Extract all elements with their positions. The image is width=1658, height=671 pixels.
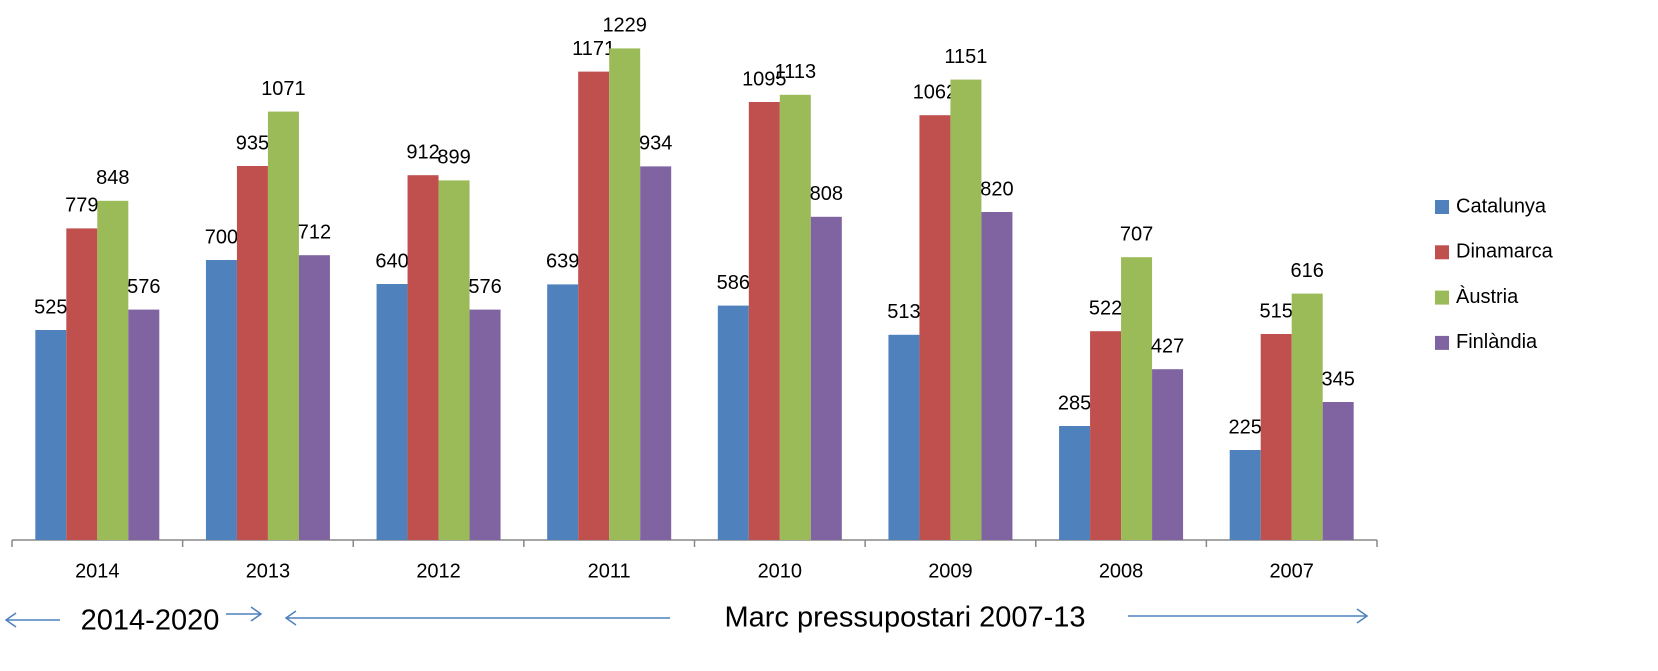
bar [578,71,610,540]
bar [1152,369,1184,540]
data-label: 779 [65,195,98,217]
bar [981,212,1013,540]
bar [298,255,330,540]
data-label: 1113 [775,61,817,83]
bar [35,330,67,540]
bar [1229,450,1261,540]
bar [205,260,237,540]
data-label: 899 [437,147,470,169]
bar [748,102,780,540]
data-label: 1229 [602,15,647,37]
data-label: 586 [717,272,750,294]
legend-swatch [1435,290,1449,305]
data-label: 576 [468,276,501,298]
bar [407,175,439,540]
data-label: 576 [127,276,160,298]
arrow [284,610,670,626]
bar [1059,426,1091,540]
data-label: 934 [639,133,672,155]
bar [97,200,129,541]
x-tick-label: 2014 [75,560,120,582]
data-label: 808 [810,183,843,205]
data-label: 1095 [742,68,787,90]
bar [66,228,98,540]
data-label: 515 [1260,300,1293,322]
data-label: 525 [34,296,67,318]
bar [950,79,982,540]
legend-swatch [1435,200,1449,214]
bar [609,48,641,541]
data-label: 712 [298,221,331,243]
bar [640,166,672,540]
data-label: 700 [205,226,238,248]
bar [1121,257,1153,540]
legend-label: Àustria [1456,285,1519,308]
x-tick-label: 2009 [928,560,973,582]
x-tick-label: 2010 [758,560,803,582]
legend-swatch [1435,335,1449,350]
legend-label: Dinamarca [1456,241,1554,263]
data-label: 848 [96,167,129,189]
data-label: 522 [1089,297,1122,319]
annotation: Marc pressupostari 2007-13 [724,602,1085,634]
bar [438,180,470,540]
data-label: 225 [1229,416,1262,438]
bar [267,111,299,540]
bar [1260,334,1292,540]
data-label: 285 [1058,392,1091,414]
data-label: 616 [1291,260,1324,282]
data-label: 640 [375,250,408,272]
x-tick-label: 2007 [1269,560,1314,582]
data-label: 820 [980,178,1013,200]
x-tick-label: 2012 [416,560,461,582]
legend-label: Finlàndia [1456,331,1538,353]
bar [547,284,579,540]
data-label: 1062 [913,81,958,103]
data-label: 935 [236,132,269,154]
arrows [4,606,1369,628]
data-label: 427 [1151,335,1184,357]
legend-swatch [1435,245,1449,260]
data-label: 1071 [261,78,306,100]
arrow [1128,608,1369,624]
data-label: 345 [1322,368,1355,390]
bar [1090,331,1122,540]
data-label: 1171 [572,38,615,60]
bar [1291,293,1323,540]
legend-label: Catalunya [1456,195,1547,217]
bar [919,115,951,540]
bar [236,166,268,540]
bar [888,334,920,540]
data-label: 707 [1120,223,1153,245]
x-tick-label: 2013 [246,560,291,582]
data-label: 639 [546,251,579,273]
annotation: 2014-2020 [81,605,220,637]
data-label: 1151 [944,46,987,68]
bar [376,284,408,540]
x-tick-label: 2011 [588,560,631,582]
bar [810,216,842,541]
bar [469,309,501,540]
arrow [4,612,60,628]
bar [779,94,811,541]
bar [1322,402,1354,540]
data-label: 912 [406,141,439,163]
x-tick-label: 2008 [1099,560,1144,582]
bar [717,305,749,540]
data-label: 513 [887,301,920,323]
arrow [226,606,263,622]
bar [128,309,160,540]
